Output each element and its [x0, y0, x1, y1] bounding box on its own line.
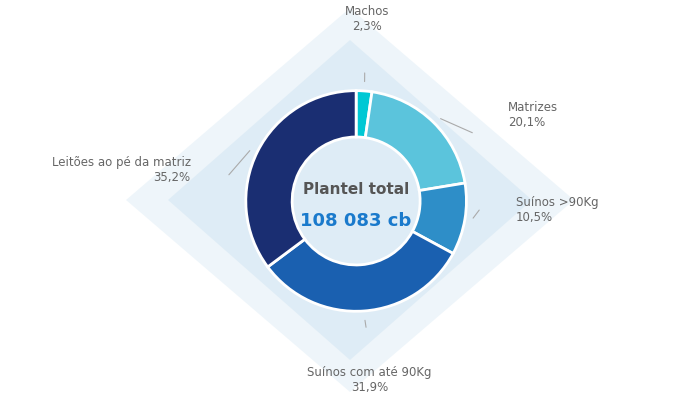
- Text: Matrizes
20,1%: Matrizes 20,1%: [508, 101, 559, 129]
- Wedge shape: [267, 232, 453, 311]
- Wedge shape: [356, 91, 372, 138]
- Text: Leitões ao pé da matriz
35,2%: Leitões ao pé da matriz 35,2%: [52, 156, 190, 184]
- Text: Plantel total: Plantel total: [303, 182, 410, 198]
- Wedge shape: [365, 92, 465, 190]
- Text: Suínos com até 90Kg
31,9%: Suínos com até 90Kg 31,9%: [307, 366, 432, 394]
- Text: Suínos >90Kg
10,5%: Suínos >90Kg 10,5%: [516, 196, 598, 224]
- Wedge shape: [412, 183, 466, 254]
- Text: Machos
2,3%: Machos 2,3%: [345, 5, 389, 33]
- Text: 108 083 cb: 108 083 cb: [300, 212, 412, 230]
- Wedge shape: [246, 91, 356, 267]
